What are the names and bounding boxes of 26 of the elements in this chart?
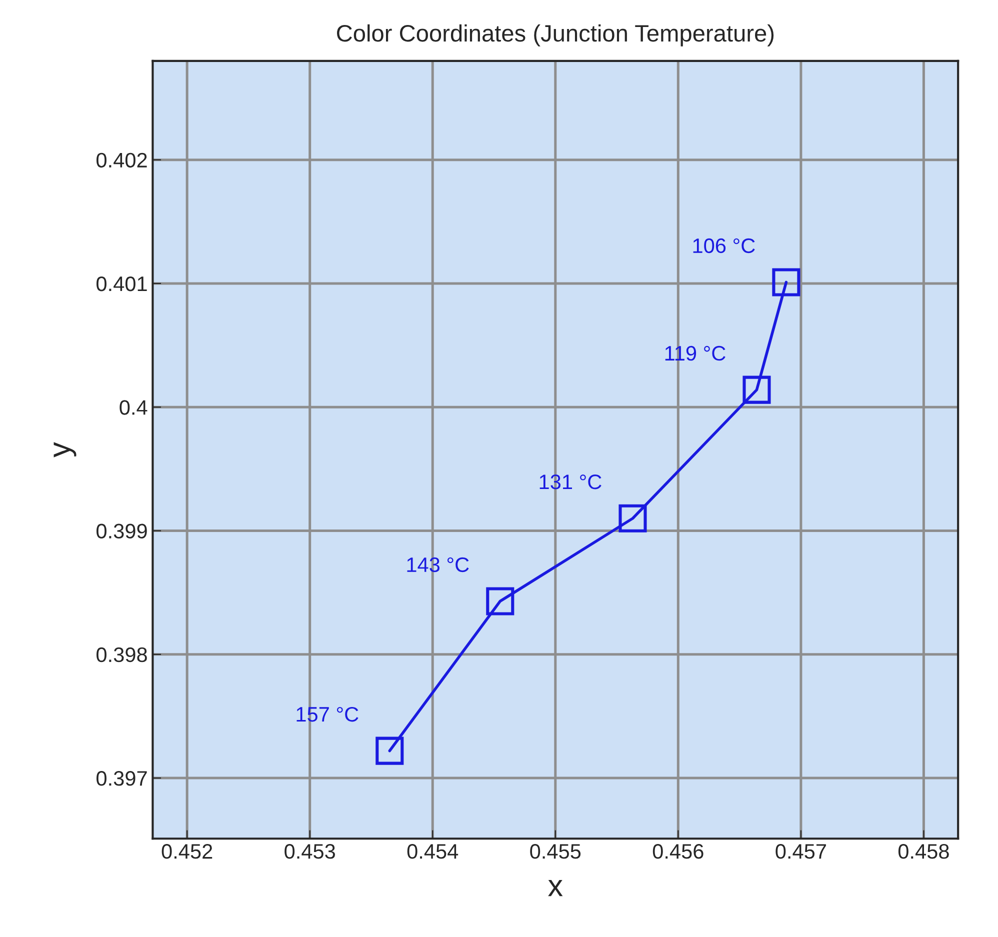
x-tick-label: 0.452 [162,844,212,859]
point [742,376,771,404]
point [618,504,647,532]
y-tick-label: 0.398 [96,647,147,662]
x-tick-label: 0.454 [407,844,458,859]
y-tick-label: 0.401 [96,276,147,292]
y-tick-label: 0.402 [96,152,147,168]
x-tick-label: 0.455 [530,844,581,859]
point [772,268,800,296]
x-tick-label: 0.453 [284,844,335,859]
annotation: 157 °C [296,706,358,722]
y-axis-title: y [54,442,76,458]
annotation: 143 °C [407,557,469,572]
annotation: 131 °C [540,474,602,490]
x-tick-label: 0.458 [898,844,949,859]
x-tick-label: 0.457 [776,844,826,859]
point [486,587,514,616]
y-tick-label: 0.399 [96,524,147,538]
y-tick-label: 0.4 [120,400,148,415]
point [376,736,404,765]
y-tick-label: 0.397 [96,771,147,786]
chart-title: Color Coordinates (Junction Temperature) [337,24,774,46]
x-axis-title: x [548,880,563,896]
annotation: 106 °C [693,238,755,254]
x-tick-label: 0.456 [652,844,704,859]
annotation: 119 °C [665,346,726,361]
